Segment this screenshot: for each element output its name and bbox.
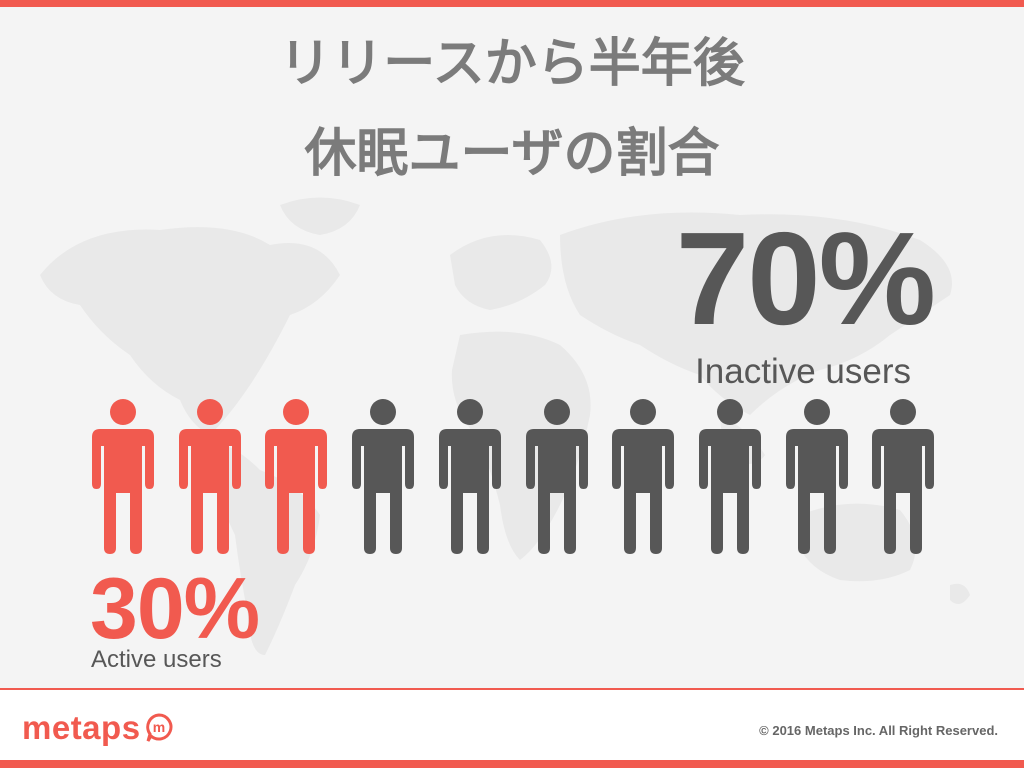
speech-bubble-icon: m <box>145 713 172 742</box>
logo-mark-letter: m <box>152 719 164 735</box>
person-icon-inactive <box>438 399 501 554</box>
person-icon-inactive <box>698 399 761 554</box>
world-map-background <box>40 197 970 655</box>
person-icon-inactive <box>872 399 935 554</box>
people-row <box>90 398 940 558</box>
person-icon-active <box>92 399 154 554</box>
active-percent: 30% <box>90 561 260 657</box>
page-title-line-2: 休眠ユーザの割合 <box>304 124 720 184</box>
copyright-text: © 2016 Metaps Inc. All Right Reserved. <box>759 723 998 738</box>
inactive-label: Inactive users <box>695 352 911 391</box>
person-icon-inactive <box>525 399 588 554</box>
person-icon-inactive <box>612 399 675 554</box>
top-accent-bar <box>0 0 1024 7</box>
metaps-logo: metaps m <box>22 708 173 748</box>
active-label: Active users <box>91 646 222 673</box>
person-icon-active <box>178 399 241 554</box>
person-icon-inactive <box>785 399 848 554</box>
person-icon-inactive <box>352 399 415 554</box>
person-icon-active <box>265 399 328 554</box>
page-title-line-1: リリースから半年後 <box>279 34 745 94</box>
bottom-accent-bar <box>0 760 1024 768</box>
inactive-percent: 70% <box>675 205 936 352</box>
logo-text: metaps <box>22 709 141 746</box>
